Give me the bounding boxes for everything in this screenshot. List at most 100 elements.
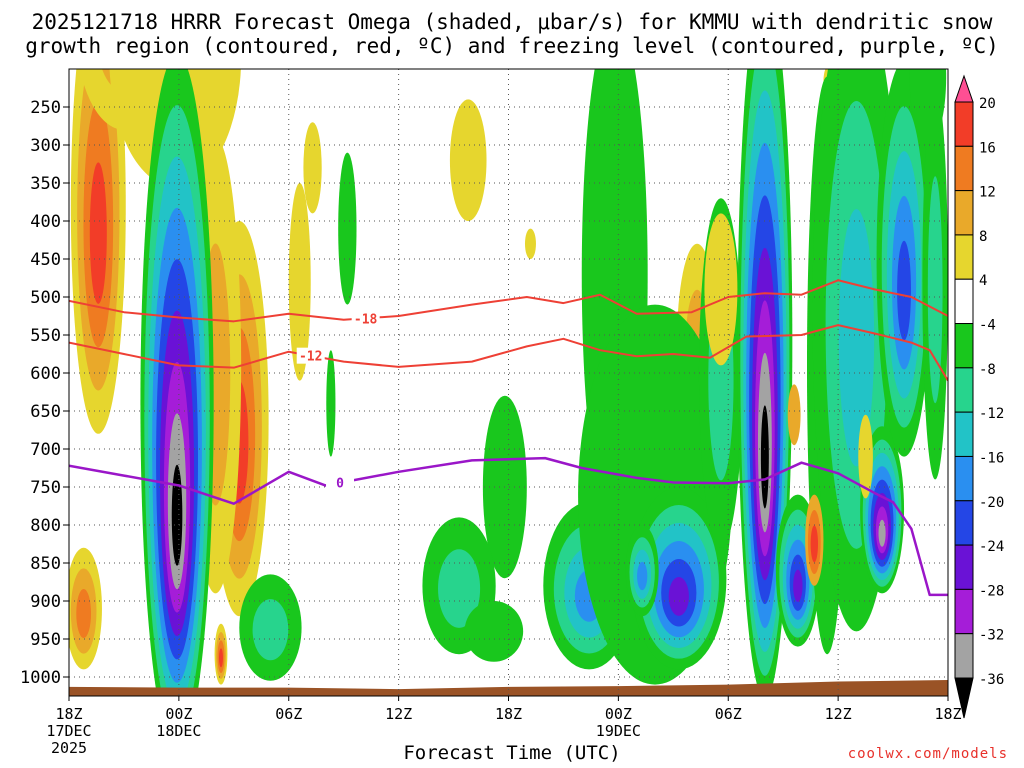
colorbar-bottom-arrow bbox=[954, 677, 974, 719]
omega-cell-20-level-g12 bbox=[438, 549, 481, 628]
x-tick-label-0-1: 18Z bbox=[55, 705, 82, 723]
y-axis: 250 300 350 400 450 500 550 600 650 700 750 800 850 9… bbox=[20, 98, 69, 688]
omega-cell-26-level-b20 bbox=[637, 561, 648, 591]
colorbar-label-4: 4 bbox=[979, 273, 987, 289]
omega-cell-6-level-y16 bbox=[219, 648, 223, 668]
colorbar-label-10: -24 bbox=[979, 539, 1004, 555]
colorbar-legend: 20 16 12 8 4 -4 -8 -12 -16 -20 -24 -28 -32 -36 bbox=[954, 74, 1004, 719]
omega-cell-7-level-y4 bbox=[288, 182, 311, 381]
chart-title-line-1: 2025121718 HRRR Forecast Omega (shaded, … bbox=[31, 10, 993, 34]
omega-cell-28-level-bk bbox=[760, 405, 769, 509]
omega-cell-31-level-g16 bbox=[838, 209, 875, 467]
x-tick-label-0-2: 17DEC bbox=[46, 722, 91, 740]
y-tick-label-350: 350 bbox=[30, 174, 61, 194]
colorbar-segment-2 bbox=[954, 145, 974, 192]
x-tick-label-2-1: 06Z bbox=[275, 705, 302, 723]
y-tick-label-1000: 1000 bbox=[20, 668, 61, 688]
colorbar-segment-8 bbox=[954, 411, 974, 457]
y-tick-label-450: 450 bbox=[30, 250, 61, 270]
x-tick-label-5-1: 00Z bbox=[605, 705, 632, 723]
y-tick-label-700: 700 bbox=[30, 440, 61, 460]
y-tick-label-850: 850 bbox=[30, 554, 61, 574]
y-tick-label-900: 900 bbox=[30, 592, 61, 612]
y-tick-label-800: 800 bbox=[30, 516, 61, 536]
colorbar-label-13: -36 bbox=[979, 672, 1004, 688]
omega-cell-38-level-y8 bbox=[787, 384, 801, 446]
colorbar-label-9: -20 bbox=[979, 495, 1004, 511]
colorbar-label-0: 20 bbox=[979, 96, 996, 112]
omega-cell-29-level-p28 bbox=[793, 569, 803, 602]
colorbar-segment-10 bbox=[954, 500, 974, 546]
colorbar-label-11: -28 bbox=[979, 583, 1004, 599]
dgz-contour-1-label-bg bbox=[296, 347, 325, 364]
colorbar-segment-11 bbox=[954, 544, 974, 590]
omega-cell-39-level-y4 bbox=[858, 414, 873, 499]
y-tick-label-600: 600 bbox=[30, 364, 61, 384]
credit-text: coolwx.com/models bbox=[847, 746, 1008, 762]
y-tick-label-300: 300 bbox=[30, 136, 61, 156]
dgz-contour-1 bbox=[69, 324, 948, 382]
dgz-contour-0-label-bg bbox=[351, 310, 380, 327]
x-tick-label-1-1: 00Z bbox=[165, 705, 192, 723]
y-tick-label-250: 250 bbox=[30, 98, 61, 118]
omega-cell-21-level-g8 bbox=[464, 601, 524, 662]
omega-cell-37-level-y4 bbox=[704, 213, 738, 366]
omega-cell-17-level-g12 bbox=[252, 599, 289, 661]
x-tick-label-0-3: 2025 bbox=[51, 739, 87, 757]
y-tick-label-550: 550 bbox=[30, 326, 61, 346]
y-tick-label-400: 400 bbox=[30, 212, 61, 232]
omega-cell-36-level-y16 bbox=[810, 525, 819, 563]
colorbar-segment-7 bbox=[954, 367, 974, 413]
x-tick-label-3-1: 12Z bbox=[385, 705, 412, 723]
dgz-contour-0 bbox=[69, 279, 948, 323]
freezing-level-contour bbox=[69, 456, 948, 597]
omega-cell-9-level-y4 bbox=[449, 99, 487, 221]
colorbar-label-1: 16 bbox=[979, 140, 996, 156]
dgz-contour-0-label: -18 bbox=[354, 312, 378, 327]
colorbar-label-6: -8 bbox=[979, 362, 996, 378]
x-tick-label-7-1: 12Z bbox=[825, 705, 852, 723]
omega-cell-16-level-g8 bbox=[338, 152, 357, 305]
omega-cell-10-level-y4 bbox=[524, 228, 536, 259]
x-axis-title: Forecast Time (UTC) bbox=[403, 742, 621, 764]
colorbar-label-5: -4 bbox=[979, 318, 996, 334]
omega-shading bbox=[69, 69, 948, 696]
y-tick-label-750: 750 bbox=[30, 478, 61, 498]
omega-cell-8-level-y4 bbox=[303, 122, 322, 214]
x-tick-label-1-2: 18DEC bbox=[156, 722, 201, 740]
omega-cell-34-level-g12 bbox=[927, 176, 943, 404]
omega-cell-0-level-y16 bbox=[89, 162, 107, 304]
omega-cell-32-level-gr bbox=[878, 519, 886, 547]
omega-cell-15-level-bk bbox=[171, 464, 183, 566]
y-tick-label-950: 950 bbox=[30, 630, 61, 650]
colorbar-segment-6 bbox=[954, 323, 974, 369]
x-tick-label-4-1: 18Z bbox=[495, 705, 522, 723]
colorbar-segment-1 bbox=[954, 101, 974, 147]
freezing-level-contour-label: 0 bbox=[336, 477, 344, 492]
colorbar-top-arrow bbox=[954, 74, 974, 103]
y-tick-label-500: 500 bbox=[30, 288, 61, 308]
x-tick-label-8-1: 18Z bbox=[934, 705, 961, 723]
freezing-level-contour-label-bg bbox=[326, 474, 355, 491]
colorbar-label-3: 8 bbox=[979, 229, 987, 245]
colorbar-segment-9 bbox=[954, 455, 974, 502]
colorbar-label-12: -32 bbox=[979, 628, 1004, 644]
colorbar-segment-3 bbox=[954, 190, 974, 236]
omega-cell-18-level-g8 bbox=[326, 350, 336, 457]
colorbar-label-7: -12 bbox=[979, 406, 1004, 422]
chart-title-line-2: growth region (contoured, red, ºC) and f… bbox=[25, 34, 999, 58]
colorbar-segment-13 bbox=[954, 633, 974, 679]
omega-cell-33-level-b24 bbox=[897, 240, 911, 341]
omega-cell-3-level-y12 bbox=[76, 588, 92, 638]
y-tick-label-650: 650 bbox=[30, 402, 61, 422]
colorbar-label-8: -16 bbox=[979, 450, 1004, 466]
omega-cell-25-level-p28 bbox=[668, 577, 689, 616]
colorbar-segment-5 bbox=[954, 278, 974, 325]
ground-surface bbox=[69, 680, 948, 696]
colorbar-segment-12 bbox=[954, 588, 974, 635]
omega-cell-35-level-g8 bbox=[909, 69, 947, 145]
colorbar-segment-4 bbox=[954, 234, 974, 280]
x-tick-label-5-2: 19DEC bbox=[596, 722, 641, 740]
